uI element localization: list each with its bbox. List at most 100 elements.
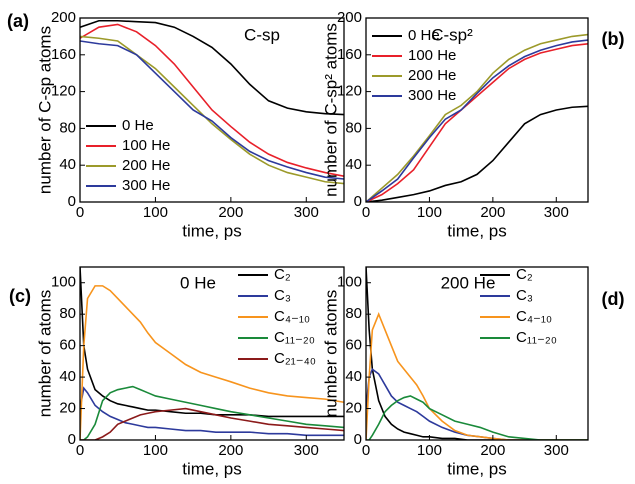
y-tick-label: 40 <box>345 368 362 385</box>
x-tick-label: 300 <box>544 204 569 221</box>
x-tick-label: 200 <box>218 442 243 459</box>
y-tick-label: 40 <box>345 156 362 173</box>
x-tick-label: 0 <box>362 204 370 221</box>
x-tick-label: 300 <box>544 442 569 459</box>
x-tick-label: 100 <box>143 442 168 459</box>
x-tick-label: 100 <box>417 442 442 459</box>
x-tick-label: 300 <box>294 204 319 221</box>
y-axis-label: number of atoms <box>321 290 340 418</box>
y-tick-label: 40 <box>59 156 76 173</box>
panel-label: (a) <box>7 11 29 31</box>
legend: 0 He 100 He 200 He 300 He <box>372 27 456 104</box>
legend: 0 He 100 He 200 He 300 He <box>86 117 170 194</box>
panel: 0 100 200 300 0 20 40 60 80 100 time, ps number of … <box>321 266 624 479</box>
plot-frame <box>365 17 589 203</box>
series-line <box>80 285 344 440</box>
series-line <box>366 39 588 202</box>
y-tick-label: 100 <box>51 274 76 291</box>
y-tick-label: 0 <box>354 431 362 448</box>
x-axis-label: time, ps <box>447 459 507 478</box>
y-tick-label: 80 <box>345 305 362 322</box>
plot-frame <box>79 17 345 203</box>
x-tick-label: 200 <box>480 204 505 221</box>
series-line <box>366 105 588 202</box>
plot-frame <box>365 266 589 441</box>
x-axis-label: time, ps <box>182 459 242 478</box>
y-tick-label: 20 <box>59 400 76 417</box>
legend: C₂ C₃ C₄₋₁₀ C₁₁₋₂₀ <box>480 266 557 346</box>
series-line <box>80 40 344 180</box>
series-line <box>80 267 344 418</box>
legend-label: C₂ <box>274 266 291 283</box>
y-tick-label: 120 <box>51 83 76 100</box>
legend-label: C₂₁₋₄₀ <box>274 350 316 367</box>
y-tick-label: 0 <box>68 193 76 210</box>
y-tick-label: 200 <box>337 9 362 26</box>
y-tick-label: 60 <box>59 337 76 354</box>
series-line <box>80 23 344 178</box>
legend-label: 200 He <box>122 157 170 174</box>
series-line <box>366 33 588 202</box>
x-axis-label: time, ps <box>182 221 242 240</box>
y-tick-label: 20 <box>345 400 362 417</box>
y-tick-label: 200 <box>51 9 76 26</box>
y-tick-label: 0 <box>354 193 362 210</box>
plot-frame <box>79 266 345 441</box>
panel-label: (b) <box>602 29 625 49</box>
legend-label: 100 He <box>122 137 170 154</box>
y-axis-label: number of atoms <box>35 290 54 418</box>
y-tick-label: 160 <box>337 46 362 63</box>
legend-label: 300 He <box>408 87 456 104</box>
legend: C₂ C₃ C₄₋₁₀ C₁₁₋₂₀ C₂₁₋₄₀ <box>238 266 316 367</box>
legend-label: 0 He <box>122 117 154 134</box>
y-tick-label: 160 <box>51 46 76 63</box>
annotation: 0 He <box>180 273 216 292</box>
legend-label: C₃ <box>516 287 533 304</box>
panel: 0 100 200 300 0 20 40 60 80 100 time, ps number of … <box>9 266 345 478</box>
y-tick-label: 80 <box>345 119 362 136</box>
series-line <box>366 367 588 440</box>
legend-label: C₂ <box>516 266 533 283</box>
y-tick-label: 120 <box>337 83 362 100</box>
y-tick-label: 40 <box>59 368 76 385</box>
legend-label: C₃ <box>274 287 291 304</box>
x-tick-label: 100 <box>143 204 168 221</box>
y-tick-label: 80 <box>59 305 76 322</box>
series-line <box>366 42 588 202</box>
series-line <box>80 407 344 440</box>
x-tick-label: 100 <box>417 204 442 221</box>
legend-label: C₄₋₁₀ <box>516 308 552 325</box>
series-line <box>366 395 588 440</box>
series-line <box>80 19 344 116</box>
legend-label: C₄₋₁₀ <box>274 308 310 325</box>
x-tick-label: 0 <box>76 442 84 459</box>
series-line <box>80 385 344 440</box>
legend-label: 300 He <box>122 177 170 194</box>
panel-label: (d) <box>602 289 625 309</box>
legend-label: 100 He <box>408 47 456 64</box>
panel-label: (c) <box>9 286 31 306</box>
legend-label: C₁₁₋₂₀ <box>516 329 557 346</box>
legend-label: C₁₁₋₂₀ <box>274 329 315 346</box>
x-tick-label: 200 <box>218 204 243 221</box>
x-axis-label: time, ps <box>447 221 507 240</box>
legend-label: 200 He <box>408 67 456 84</box>
x-tick-label: 300 <box>294 442 319 459</box>
y-tick-label: 0 <box>68 431 76 448</box>
annotation: C-sp <box>244 25 280 44</box>
x-tick-label: 0 <box>76 204 84 221</box>
series-line <box>80 35 344 185</box>
legend-label: 0 He <box>408 27 440 44</box>
y-tick-label: 80 <box>59 119 76 136</box>
annotation: C-sp² <box>431 25 473 44</box>
series-line <box>80 386 344 437</box>
series-line <box>366 267 588 440</box>
y-tick-label: 100 <box>337 274 362 291</box>
annotation: 200 He <box>441 273 496 292</box>
y-axis-label: number of C-sp² atoms <box>321 23 340 197</box>
x-tick-label: 200 <box>480 442 505 459</box>
y-axis-label: number of C-sp atoms <box>35 26 54 194</box>
